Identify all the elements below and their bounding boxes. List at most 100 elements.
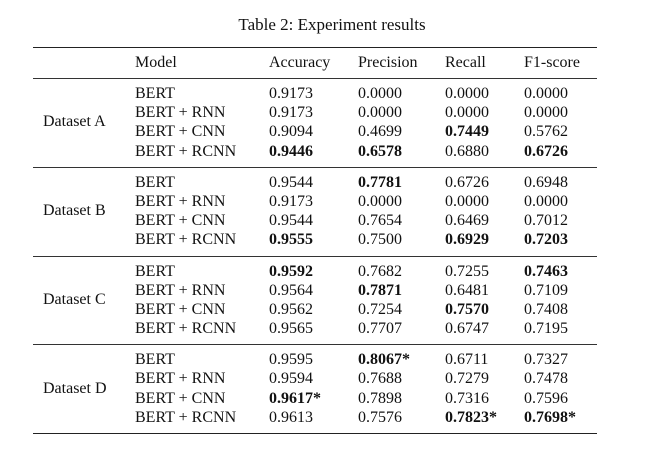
cell-recall: 0.0000 <box>445 104 489 122</box>
cell-precision: 0.0000 <box>358 192 402 210</box>
cell-accuracy: 0.9592 <box>269 262 313 280</box>
cell-recall: 0.6929 <box>445 231 489 249</box>
cell-precision: 0.7576 <box>358 408 402 426</box>
cell-model: BERT <box>135 173 175 191</box>
cell-f1: 0.7408 <box>524 300 568 318</box>
table-row: BERT + RNN 0.9173 0.0000 0.0000 0.0000 <box>135 103 597 122</box>
bottom-rule <box>33 433 597 434</box>
top-rule <box>33 47 597 48</box>
table-caption: Table 2: Experiment results <box>238 15 426 34</box>
cell-precision: 0.4699 <box>358 123 402 141</box>
table-row: BERT + CNN 0.9544 0.7654 0.6469 0.7012 <box>135 211 597 230</box>
header-model: Model <box>135 54 177 71</box>
cell-model: BERT + CNN <box>135 300 226 318</box>
cell-f1: 0.0000 <box>524 85 568 102</box>
cell-model: BERT + RNN <box>135 281 226 299</box>
dataset-rows: BERT 0.9595 0.8067* 0.6711 0.7327 BERT + RNN 0… <box>135 350 597 427</box>
cell-accuracy: 0.9594 <box>269 370 313 388</box>
dataset-group: Dataset B BERT 0.9544 0.7781 0.6726 0.6948 BER… <box>33 168 597 256</box>
cell-accuracy: 0.9617* <box>269 389 321 407</box>
cell-recall: 0.6711 <box>445 351 489 369</box>
cell-recall: 0.0000 <box>445 192 489 210</box>
cell-model: BERT <box>135 85 175 102</box>
cell-model: BERT + RCNN <box>135 231 237 249</box>
cell-precision: 0.8067* <box>358 351 410 369</box>
cell-f1: 0.7203 <box>524 231 568 249</box>
cell-precision: 0.7654 <box>358 212 402 230</box>
cell-accuracy: 0.9173 <box>269 85 313 102</box>
dataset-label: Dataset A <box>43 113 106 131</box>
cell-model: BERT + CNN <box>135 212 226 230</box>
cell-model: BERT + CNN <box>135 389 226 407</box>
dataset-rows: BERT 0.9592 0.7682 0.7255 0.7463 BERT + RNN 0.… <box>135 262 597 339</box>
dataset-rows: BERT 0.9173 0.0000 0.0000 0.0000 BERT + RNN 0.… <box>135 84 597 161</box>
table-row: BERT 0.9592 0.7682 0.7255 0.7463 <box>135 262 597 281</box>
header-row: Model Accuracy Precision Recall F1-score <box>33 48 597 78</box>
cell-model: BERT <box>135 262 175 280</box>
cell-recall: 0.7449 <box>445 123 489 141</box>
cell-model: BERT + RNN <box>135 192 226 210</box>
cell-f1: 0.7463 <box>524 262 568 280</box>
table-row: BERT + CNN 0.9617* 0.7898 0.7316 0.7596 <box>135 389 597 408</box>
cell-recall: 0.6469 <box>445 212 489 230</box>
cell-model: BERT + CNN <box>135 123 226 141</box>
cell-f1: 0.7327 <box>524 351 568 369</box>
cell-precision: 0.7781 <box>358 173 402 191</box>
dataset-group: Dataset D BERT 0.9595 0.8067* 0.6711 0.7327 BE… <box>33 345 597 433</box>
cell-recall: 0.0000 <box>445 85 489 102</box>
cell-f1: 0.6948 <box>524 173 568 191</box>
cell-f1: 0.5762 <box>524 123 568 141</box>
group-rule <box>33 255 597 257</box>
header-rule <box>33 78 597 79</box>
table-row: BERT 0.9544 0.7781 0.6726 0.6948 <box>135 173 597 192</box>
cell-precision: 0.7898 <box>358 389 402 407</box>
cell-recall: 0.7570 <box>445 300 489 318</box>
cell-f1: 0.7596 <box>524 389 568 407</box>
table-row: BERT 0.9173 0.0000 0.0000 0.0000 <box>135 84 597 103</box>
cell-model: BERT + RCNN <box>135 408 237 426</box>
cell-recall: 0.6481 <box>445 281 489 299</box>
cell-accuracy: 0.9544 <box>269 173 313 191</box>
cell-f1: 0.6726 <box>524 142 568 160</box>
cell-f1: 0.0000 <box>524 192 568 210</box>
header-recall: Recall <box>445 54 486 71</box>
cell-precision: 0.0000 <box>358 104 402 122</box>
cell-precision: 0.7707 <box>358 320 402 338</box>
cell-model: BERT + RNN <box>135 104 226 122</box>
header-f1: F1-score <box>524 54 580 71</box>
cell-f1: 0.0000 <box>524 104 568 122</box>
cell-precision: 0.7500 <box>358 231 402 249</box>
dataset-group: Dataset A BERT 0.9173 0.0000 0.0000 0.0000 BER… <box>33 79 597 167</box>
table-row: BERT + RCNN 0.9555 0.7500 0.6929 0.7203 <box>135 230 597 249</box>
cell-recall: 0.7316 <box>445 389 489 407</box>
cell-accuracy: 0.9094 <box>269 123 313 141</box>
table-row: BERT + RCNN 0.9613 0.7576 0.7823* 0.7698* <box>135 408 597 427</box>
cell-accuracy: 0.9564 <box>269 281 313 299</box>
cell-precision: 0.7682 <box>358 262 402 280</box>
cell-recall: 0.6880 <box>445 142 489 160</box>
cell-recall: 0.6726 <box>445 173 489 191</box>
cell-accuracy: 0.9595 <box>269 351 313 369</box>
cell-f1: 0.7012 <box>524 212 568 230</box>
cell-accuracy: 0.9565 <box>269 320 313 338</box>
cell-f1: 0.7698* <box>524 408 576 426</box>
header-group-cell <box>33 48 135 78</box>
header-precision: Precision <box>358 54 418 71</box>
cell-accuracy: 0.9446 <box>269 142 313 160</box>
cell-accuracy: 0.9173 <box>269 192 313 210</box>
table-row: BERT + RNN 0.9564 0.7871 0.6481 0.7109 <box>135 281 597 300</box>
table-row: BERT + RNN 0.9594 0.7688 0.7279 0.7478 <box>135 369 597 388</box>
cell-model: BERT <box>135 351 175 369</box>
dataset-label: Dataset B <box>43 202 106 220</box>
group-rule <box>33 166 597 168</box>
cell-recall: 0.7279 <box>445 370 489 388</box>
table-row: BERT + CNN 0.9094 0.4699 0.7449 0.5762 <box>135 122 597 141</box>
dataset-rows: BERT 0.9544 0.7781 0.6726 0.6948 BERT + RNN 0.… <box>135 173 597 250</box>
cell-recall: 0.6747 <box>445 320 489 338</box>
cell-precision: 0.6578 <box>358 142 402 160</box>
cell-model: BERT + RCNN <box>135 142 237 160</box>
cell-model: BERT + RNN <box>135 370 226 388</box>
table-row: BERT + CNN 0.9562 0.7254 0.7570 0.7408 <box>135 300 597 319</box>
cell-precision: 0.7871 <box>358 281 402 299</box>
table-row: BERT + RNN 0.9173 0.0000 0.0000 0.0000 <box>135 192 597 211</box>
